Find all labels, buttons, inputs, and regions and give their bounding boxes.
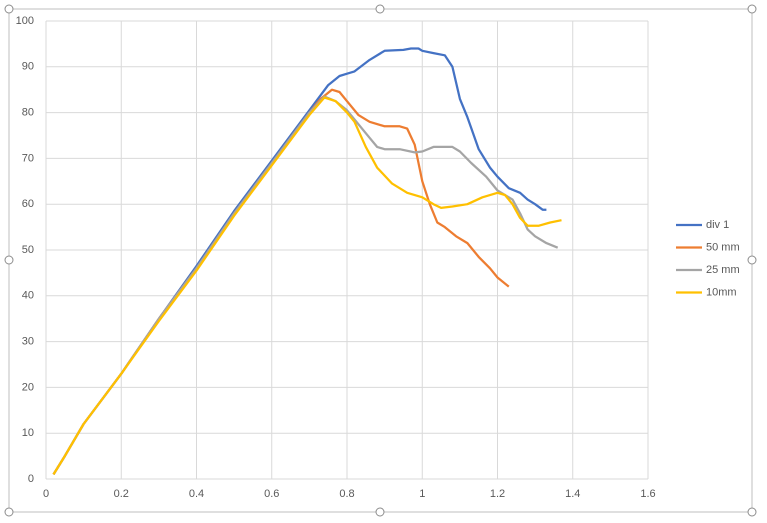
y-tick-label: 90 [22,61,34,73]
y-tick-label: 0 [28,473,34,485]
resize-handle[interactable] [747,507,757,517]
x-tick-label: 1 [419,488,425,500]
y-tick-label: 20 [22,381,34,393]
x-tick-label: 0.8 [339,488,354,500]
y-tick-label: 30 [22,336,34,348]
resize-handle[interactable] [747,4,757,14]
x-tick-label: 1.4 [565,488,580,500]
y-tick-label: 80 [22,107,34,119]
x-tick-label: 0.6 [264,488,279,500]
resize-handle[interactable] [4,255,14,265]
resize-handle[interactable] [375,4,385,14]
legend-label: 25 mm [706,264,740,276]
y-tick-label: 10 [22,427,34,439]
chart-frame [8,8,753,513]
resize-handle[interactable] [375,507,385,517]
y-tick-label: 60 [22,198,34,210]
resize-handle[interactable] [4,4,14,14]
y-tick-label: 70 [22,152,34,164]
resize-handle[interactable] [4,507,14,517]
y-tick-label: 100 [16,15,34,27]
legend-label: div 1 [706,219,729,231]
data-line [52,47,547,475]
data-line [52,95,559,475]
y-tick-label: 40 [22,290,34,302]
x-tick-label: 1.6 [640,488,655,500]
resize-handle[interactable] [747,255,757,265]
x-tick-label: 0.2 [114,488,129,500]
data-line [52,96,562,475]
y-tick-label: 50 [22,244,34,256]
legend-label: 50 mm [706,241,740,253]
x-tick-label: 0.4 [189,488,204,500]
x-tick-label: 0 [43,488,49,500]
x-tick-label: 1.2 [490,488,505,500]
legend-label: 10mm [706,286,737,298]
